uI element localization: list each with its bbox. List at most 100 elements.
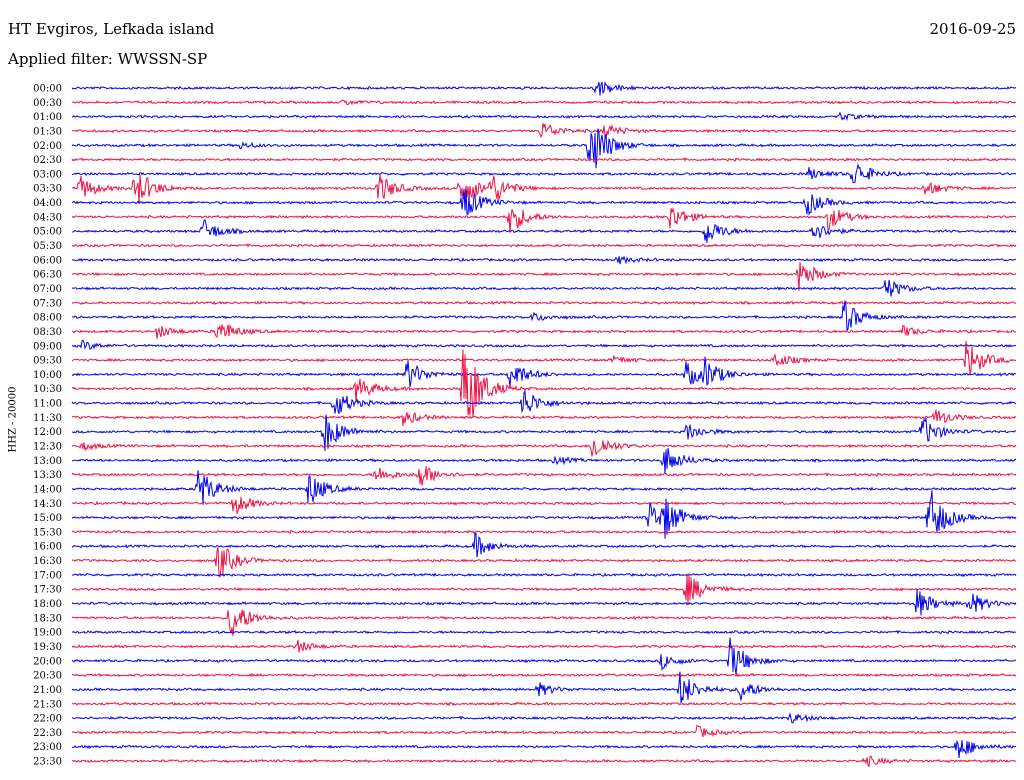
time-tick-label: 21:00 (33, 685, 62, 696)
time-tick-label: 10:30 (33, 384, 62, 395)
seismic-trace (71, 588, 1017, 616)
time-tick-label: 01:30 (33, 126, 62, 137)
time-tick-label: 13:30 (33, 470, 62, 481)
seismic-trace (71, 279, 1017, 297)
time-tick-label: 23:30 (33, 757, 62, 768)
seismic-trace (71, 323, 1017, 339)
seismic-trace (71, 490, 1017, 539)
seismic-trace (71, 609, 1017, 637)
time-tick-label: 20:30 (33, 671, 62, 682)
seismic-trace (71, 206, 1017, 233)
time-tick-label: 13:00 (33, 456, 62, 467)
time-tick-label: 06:30 (33, 270, 62, 281)
time-tick-label: 10:00 (33, 370, 62, 381)
time-tick-label: 03:30 (33, 184, 62, 195)
seismic-trace (71, 414, 1017, 451)
time-tick-label: 19:30 (33, 642, 62, 653)
seismic-trace (71, 701, 1017, 707)
time-tick-label: 04:00 (33, 198, 62, 209)
time-tick-label: 15:00 (33, 513, 62, 524)
seismic-trace (71, 447, 1017, 475)
time-tick-label: 11:30 (33, 413, 62, 424)
filter-label: Applied filter: WWSSN-SP (8, 50, 208, 68)
time-tick-label: 12:00 (33, 427, 62, 438)
seismic-trace (71, 157, 1017, 162)
seismic-trace (71, 340, 1017, 375)
seismic-trace (71, 724, 1017, 738)
time-tick-label: 02:00 (33, 141, 62, 152)
time-tick-label: 16:00 (33, 542, 62, 553)
seismic-trace (71, 573, 1017, 606)
time-tick-label: 19:00 (33, 628, 62, 639)
time-tick-label: 02:30 (33, 155, 62, 166)
seismic-trace (71, 255, 1017, 265)
time-tick-label: 23:00 (33, 742, 62, 753)
time-tick-label: 00:30 (33, 98, 62, 109)
time-tick-label: 11:00 (33, 399, 62, 410)
seismic-trace (71, 672, 1017, 678)
seismic-trace (71, 188, 1017, 216)
seismic-trace (71, 637, 1017, 675)
time-tick-label: 18:30 (33, 613, 62, 624)
time-tick-label: 22:00 (33, 714, 62, 725)
seismic-trace (71, 529, 1017, 535)
seismic-trace (71, 389, 1017, 414)
time-tick-label: 05:00 (33, 227, 62, 238)
seismic-trace (71, 439, 1017, 457)
seismic-trace (71, 128, 1017, 169)
seismic-trace (71, 496, 1017, 516)
seismic-trace (71, 162, 1017, 184)
time-tick-label: 22:30 (33, 728, 62, 739)
seismic-trace (71, 81, 1017, 96)
time-tick-label: 16:30 (33, 556, 62, 567)
seismic-trace (71, 409, 1017, 426)
time-tick-label: 20:00 (33, 656, 62, 667)
time-tick-label: 00:00 (33, 84, 62, 95)
time-tick-label: 08:00 (33, 313, 62, 324)
seismic-trace (71, 99, 1017, 106)
seismic-trace (71, 532, 1017, 558)
seismic-trace (71, 339, 1017, 351)
time-tick-label: 06:00 (33, 255, 62, 266)
time-tick-label: 14:30 (33, 499, 62, 510)
date-label: 2016-09-25 (929, 20, 1016, 38)
seismic-trace (71, 111, 1017, 122)
seismic-trace (71, 470, 1017, 505)
seismic-trace (71, 300, 1017, 332)
seismic-trace (71, 711, 1017, 724)
time-tick-label: 12:30 (33, 442, 62, 453)
seismic-trace (71, 639, 1017, 653)
seismic-trace (71, 123, 1017, 140)
seismic-trace (71, 349, 1017, 418)
tick-label-group: 00:00 00:30 01:00 01:30 02:00 02:30 03:00 03:30… (33, 84, 62, 768)
seismic-trace (71, 243, 1017, 248)
seismic-trace (71, 629, 1017, 635)
time-tick-label: 18:00 (33, 599, 62, 610)
time-tick-label: 07:30 (33, 298, 62, 309)
seismic-trace (71, 300, 1017, 306)
seismic-trace (71, 262, 1017, 291)
time-tick-label: 15:30 (33, 527, 62, 538)
seismic-trace (71, 671, 1017, 704)
seismic-trace (71, 755, 1016, 768)
seismic-trace (71, 547, 1017, 578)
time-tick-label: 05:30 (33, 241, 62, 252)
time-tick-label: 17:30 (33, 585, 62, 596)
time-tick-label: 07:00 (33, 284, 62, 295)
time-tick-label: 08:30 (33, 327, 62, 338)
station-title: HT Evgiros, Lefkada island (8, 20, 215, 38)
seismic-trace (71, 174, 1017, 205)
time-tick-label: 09:00 (33, 341, 62, 352)
seismic-trace (71, 356, 1017, 388)
time-tick-label: 04:30 (33, 212, 62, 223)
seismic-trace (71, 572, 1017, 578)
time-tick-label: 14:00 (33, 484, 62, 495)
trace-group (71, 81, 1017, 768)
time-tick-label: 17:00 (33, 570, 62, 581)
time-tick-label: 09:30 (33, 356, 62, 367)
seismic-trace (71, 465, 1017, 486)
time-tick-label: 03:00 (33, 169, 62, 180)
seismic-trace (71, 739, 1017, 759)
time-tick-label: 01:00 (33, 112, 62, 123)
